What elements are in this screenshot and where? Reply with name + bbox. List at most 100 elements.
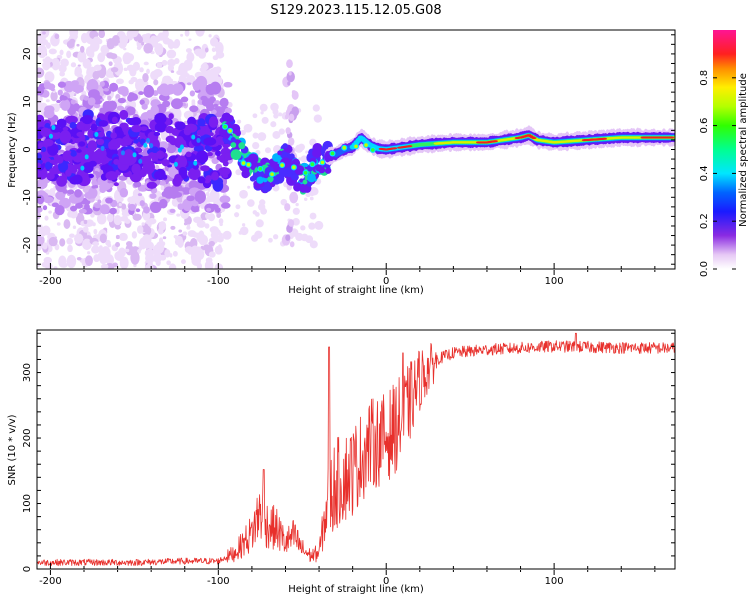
spectrogram-cell (149, 201, 162, 213)
spectrogram-cell (130, 251, 140, 265)
spectrogram-cell (118, 151, 132, 165)
spectrogram-cell (278, 168, 288, 177)
snr-x-tick-label: -100 (207, 576, 230, 587)
spectrogram-cell (295, 202, 299, 207)
spectrogram-cell (172, 107, 182, 121)
spectrogram-cell (113, 158, 120, 165)
spectrogram-cell (130, 76, 138, 83)
spectrogram-cell (240, 129, 246, 136)
spectrogram-cell (198, 234, 209, 246)
spectrogram-cell (162, 174, 168, 180)
spectrogram-cell (115, 78, 124, 85)
spectrogram-cell (42, 242, 48, 250)
colorbar-ticks: 0.0 0.2 0.4 0.6 0.8 (699, 70, 736, 277)
spectrogram-cell (129, 66, 137, 77)
spectrogram-cell (41, 146, 47, 153)
spectrogram-cell (141, 222, 145, 226)
spectrogram-x-tick-label: 0 (383, 276, 389, 287)
spectrogram-cell (226, 114, 234, 122)
spectrogram-cell (206, 151, 213, 157)
spectrogram-cell (148, 242, 154, 250)
spectrogram-cell (133, 264, 137, 268)
spectrogram-cell (37, 211, 41, 220)
spectrogram-cell (57, 81, 67, 88)
spectrogram-cell (78, 141, 86, 147)
spectrogram-cell (309, 212, 317, 220)
spectrogram-cell (37, 153, 42, 161)
spectrogram-cell (221, 202, 231, 209)
spectrogram-cell (44, 215, 49, 221)
spectrogram-cell (70, 80, 79, 87)
spectrogram-cell (91, 185, 97, 189)
spectrogram-cell (264, 147, 271, 154)
spectrogram-cell (51, 125, 56, 131)
snr-x-label: Height of straight line (km) (288, 584, 424, 595)
spectrogram-cell (100, 98, 105, 102)
spectrogram-cell (234, 212, 240, 218)
spectrogram-cell (120, 150, 125, 156)
spectrogram-cell (295, 232, 304, 242)
spectrogram-cell (188, 38, 192, 41)
spectrogram-cell (48, 210, 52, 214)
colorbar-tick-label: 0.4 (699, 165, 710, 181)
spectrogram-cell (118, 42, 122, 47)
spectrogram-cell (292, 165, 296, 170)
spectrogram-cell (153, 171, 163, 180)
snr-x-tick-label: 100 (545, 576, 564, 587)
spectrogram-cell (115, 234, 120, 240)
spectrogram-cell (364, 143, 368, 147)
spectrogram-cell (42, 31, 46, 35)
spectrogram-cell (300, 225, 306, 231)
spectrogram-cell (60, 58, 69, 67)
spectrogram-cell (69, 176, 81, 185)
spectrogram-cell (91, 245, 100, 254)
spectrogram-cell (110, 132, 117, 139)
spectrogram-cell (155, 150, 165, 160)
spectrogram-cell (107, 95, 112, 101)
spectrogram-cell (161, 159, 170, 167)
spectrogram-cell (277, 150, 283, 156)
spectrogram-cell (172, 177, 182, 187)
spectrogram-cell (182, 231, 188, 236)
spectrogram-cell (50, 90, 58, 102)
spectrogram-cell (143, 61, 149, 66)
spectrogram-cell (223, 81, 233, 88)
spectrogram-cell (51, 202, 59, 208)
spectrogram-cell (254, 230, 263, 239)
spectrogram-cell (195, 75, 208, 90)
colorbar-gradient (713, 30, 736, 269)
spectrogram-cell (37, 206, 43, 213)
spectrogram-cell (130, 116, 142, 126)
spectrogram-cell (194, 190, 206, 204)
spectrogram-cell (51, 57, 60, 71)
spectrogram-cell (131, 163, 141, 175)
spectrogram-x-tick-label: 100 (545, 276, 564, 287)
snr-panel: -200 -100 0 100 0 100 200 300 Height of straig… (7, 329, 676, 595)
spectrogram-cell (37, 234, 45, 246)
spectrogram-cell (219, 222, 223, 227)
spectrogram-cell (224, 107, 232, 114)
spectrogram-cell (65, 169, 72, 177)
spectrogram-cell (258, 167, 263, 171)
spectrogram-cell (156, 62, 163, 69)
spectrogram-cell (215, 150, 221, 157)
spectrogram-cell (62, 127, 69, 132)
spectrogram-cell (200, 165, 210, 172)
spectrogram-y-tick-label: 10 (22, 95, 33, 108)
spectrogram-cell (75, 202, 83, 209)
spectrogram-cell (76, 121, 86, 131)
spectrogram-cell (99, 204, 110, 215)
spectrogram-cell (59, 130, 72, 144)
spectrogram-cell (70, 205, 78, 212)
spectrogram-cell (93, 36, 101, 44)
spectrogram-cell (68, 164, 78, 172)
spectrogram-cell (143, 85, 155, 98)
spectrogram-x-label: Height of straight line (km) (288, 285, 424, 296)
spectrogram-cell (178, 229, 183, 233)
spectrogram-cell (83, 219, 88, 225)
spectrogram-cell (132, 189, 141, 199)
spectrogram-cell (117, 85, 129, 95)
spectrogram-cell (84, 200, 91, 205)
spectrogram-cell (37, 86, 45, 96)
spectrogram-cell (324, 167, 332, 174)
